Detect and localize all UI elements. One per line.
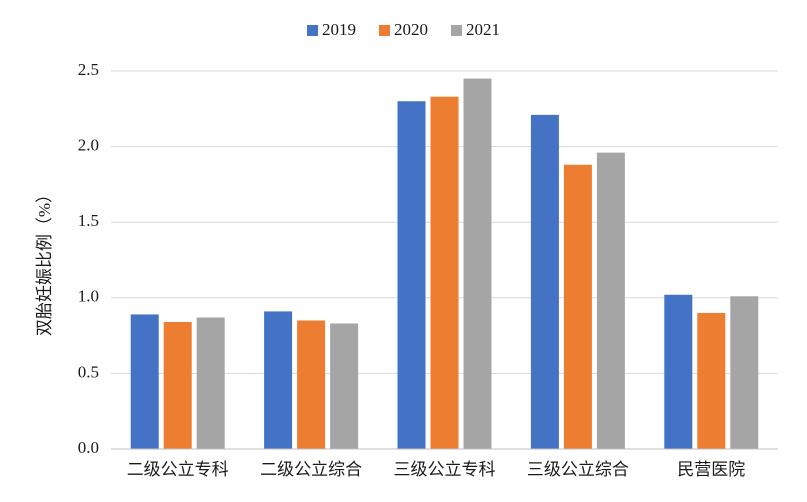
category-label: 二级公立专科 (127, 460, 229, 479)
y-axis-ticks: 0.0 0.5 1.0 1.5 2.0 2.5 (78, 60, 99, 457)
bar-2021 (330, 323, 359, 449)
category-label: 二级公立综合 (260, 460, 362, 479)
y-tick-label: 1.0 (78, 287, 99, 306)
legend-swatch-2019 (307, 25, 318, 36)
bar-2019 (397, 101, 426, 450)
bar-2021 (463, 78, 492, 449)
bar-2021 (196, 317, 225, 449)
bar-2019 (264, 311, 293, 449)
bar-2020 (697, 312, 726, 449)
bar-2019 (530, 114, 559, 450)
y-tick-label: 2.0 (78, 136, 99, 155)
bar-2019 (130, 314, 159, 449)
bar-2021 (596, 152, 625, 449)
y-tick-label: 1.5 (78, 211, 99, 230)
category-label: 三级公立专科 (394, 460, 496, 479)
bar-2020 (430, 96, 459, 449)
legend-label-2021: 2021 (466, 20, 500, 39)
category-label: 民营医院 (677, 460, 745, 479)
legend-label-2020: 2020 (394, 20, 428, 39)
y-tick-label: 0.5 (78, 362, 99, 381)
bar-2019 (664, 294, 693, 449)
bar-2020 (163, 321, 192, 449)
bar-2020 (563, 164, 592, 449)
y-axis-label: 双胎妊娠比例（%） (35, 186, 54, 336)
category-labels: 二级公立专科 二级公立综合 三级公立专科 三级公立综合 民营医院 (127, 460, 746, 479)
y-tick-label: 0.0 (78, 438, 99, 457)
bars (130, 78, 759, 450)
legend-swatch-2020 (379, 25, 390, 36)
bar-2021 (730, 296, 759, 449)
legend-swatch-2021 (451, 25, 462, 36)
category-label: 三级公立综合 (527, 460, 629, 479)
legend: 2019 2020 2021 (307, 20, 500, 39)
bar-2020 (297, 320, 326, 449)
y-tick-label: 2.5 (78, 60, 99, 79)
legend-label-2019: 2019 (322, 20, 356, 39)
